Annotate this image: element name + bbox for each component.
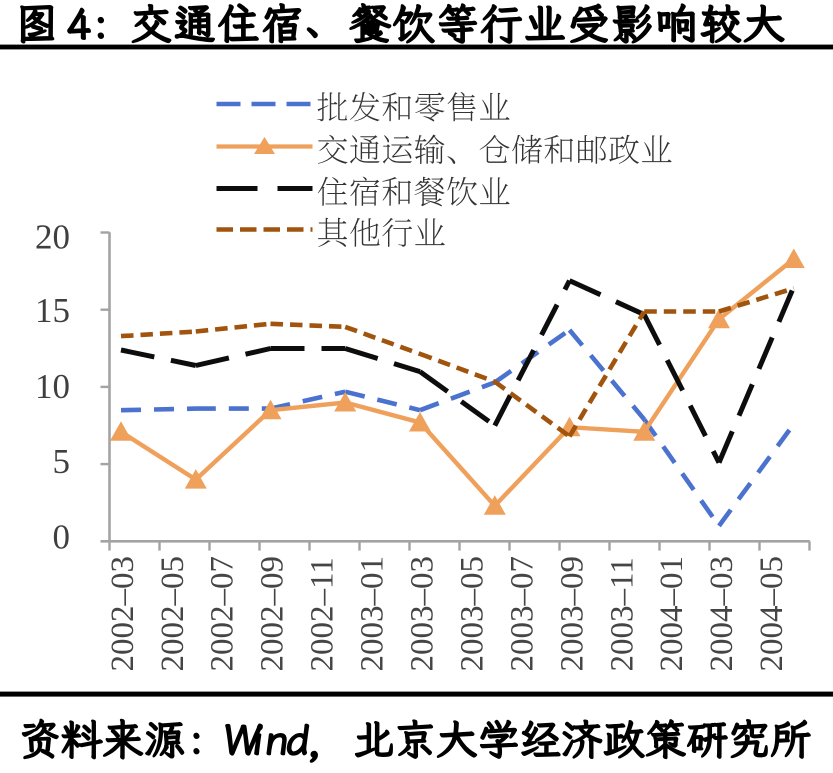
svg-text:2002–05: 2002–05	[155, 556, 191, 672]
svg-text:2003–03: 2003–03	[405, 556, 441, 672]
svg-text:5: 5	[53, 442, 71, 481]
svg-text:2002–03: 2002–03	[105, 556, 141, 672]
svg-text:10: 10	[35, 367, 70, 406]
svg-text:20: 20	[35, 218, 70, 257]
svg-text:2003–05: 2003–05	[455, 556, 491, 672]
svg-text:15: 15	[35, 291, 70, 330]
svg-text:2002–09: 2002–09	[255, 556, 291, 672]
svg-text:2004–05: 2004–05	[754, 556, 790, 672]
svg-text:2002–11: 2002–11	[305, 557, 341, 671]
svg-text:0: 0	[53, 518, 71, 557]
svg-text:2003–01: 2003–01	[355, 556, 391, 672]
svg-text:2004–01: 2004–01	[654, 556, 690, 672]
svg-text:2004–03: 2004–03	[704, 556, 740, 672]
svg-text:2002–07: 2002–07	[205, 556, 241, 672]
svg-text:2003–07: 2003–07	[504, 556, 540, 672]
svg-text:2003–11: 2003–11	[604, 557, 640, 671]
svg-text:2003–09: 2003–09	[554, 556, 590, 672]
